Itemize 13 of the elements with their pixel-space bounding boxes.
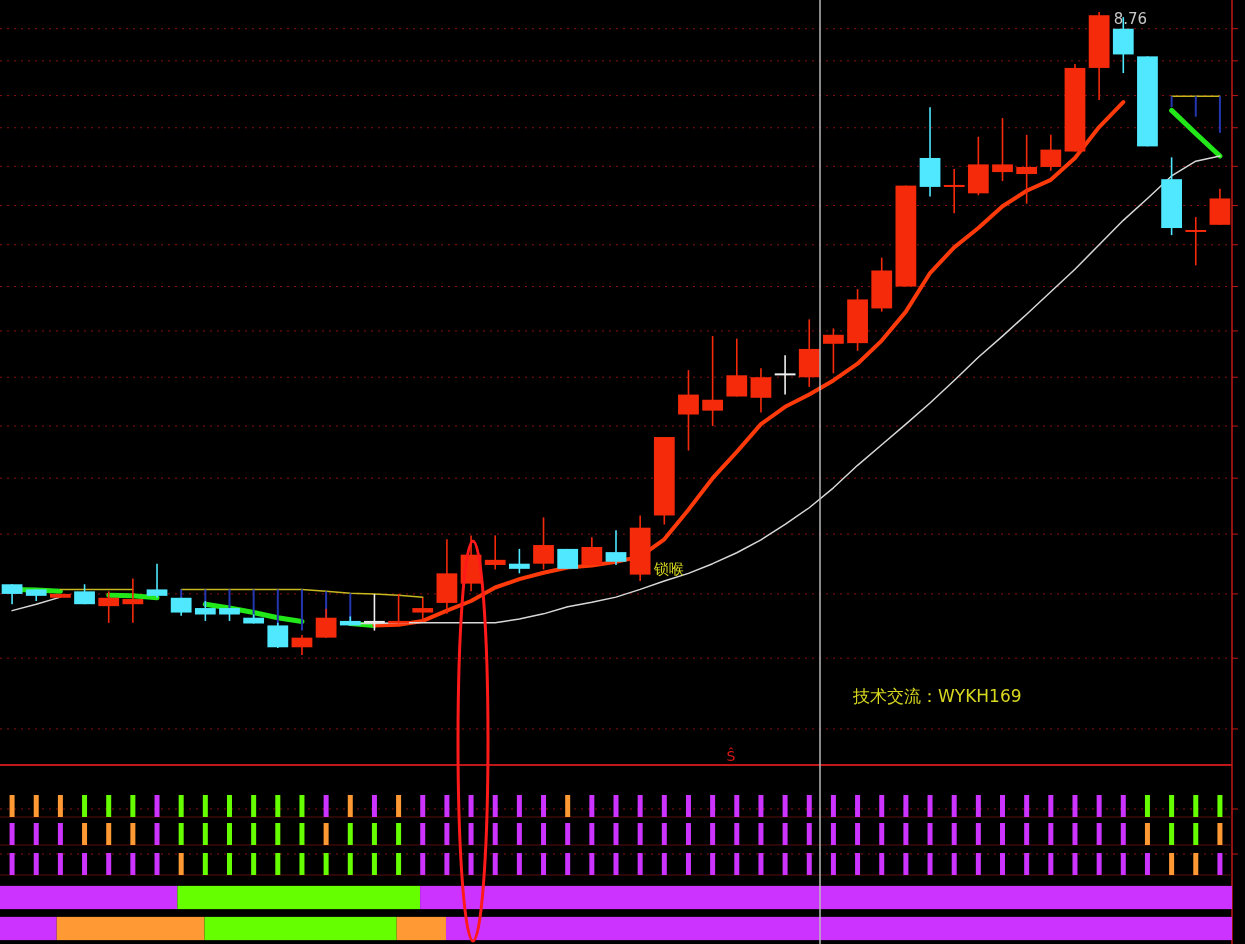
bar	[1218, 96, 1221, 133]
bar	[0, 916, 57, 941]
bar	[180, 589, 183, 598]
bar	[0, 885, 178, 910]
annotation: 技术交流：WYKH169	[853, 686, 1022, 706]
bar	[1194, 96, 1197, 117]
bar	[300, 589, 303, 631]
bar	[276, 589, 279, 626]
annotation: 锁喉	[654, 560, 684, 578]
annotation: 8.76	[1113, 10, 1148, 28]
bar	[56, 916, 205, 941]
bar	[1170, 96, 1173, 108]
annotation: Ŝ	[726, 748, 736, 764]
